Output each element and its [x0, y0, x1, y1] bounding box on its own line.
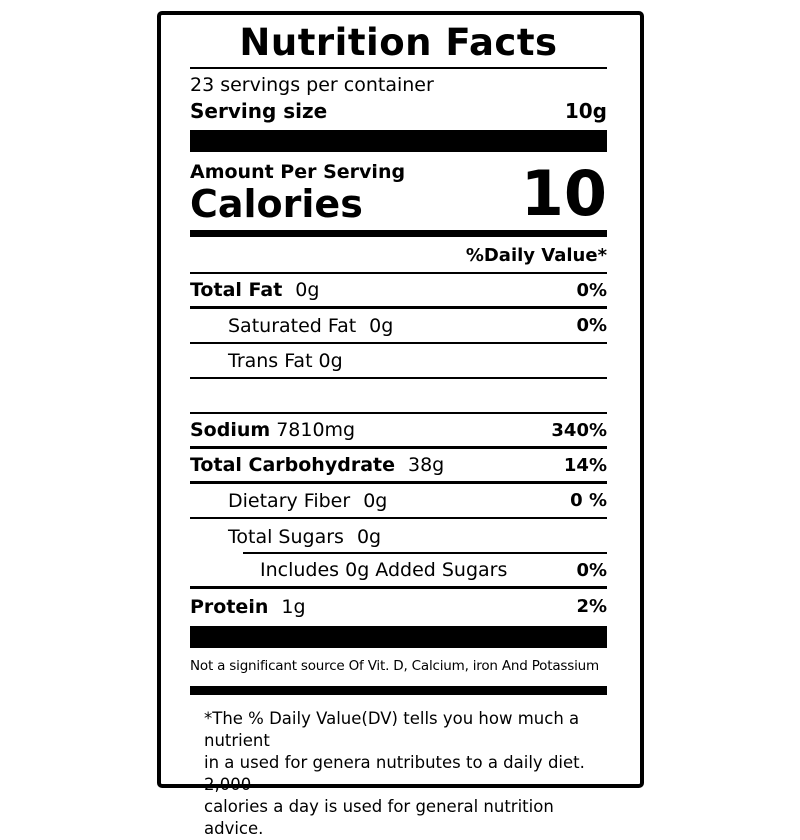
- footnote-line-2: in a used for genera nutributes to a dai…: [204, 753, 585, 795]
- row-left: Saturated Fat 0g: [190, 315, 393, 337]
- row-left: Total Sugars 0g: [190, 526, 381, 548]
- nutrient-dv: 0%: [576, 279, 607, 301]
- nutrient-amount: 0g: [295, 279, 320, 302]
- nutrient-amount: 0g: [318, 349, 343, 372]
- row-dietary-fiber: Dietary Fiber 0g 0 %: [190, 484, 607, 520]
- daily-value-footnote: *The % Daily Value(DV) tells you how muc…: [190, 708, 607, 840]
- footnote-line-1: *The % Daily Value(DV) tells you how muc…: [204, 709, 580, 751]
- row-protein: Protein 1g 2%: [190, 589, 607, 624]
- nutrient-dv: 0%: [576, 315, 607, 337]
- row-added-sugars: Includes 0g Added Sugars 0%: [190, 554, 607, 590]
- nutrient-amount: 0g: [356, 525, 382, 548]
- divider-bar-medium: [190, 230, 607, 238]
- row-empty: [190, 379, 607, 415]
- calories-label: Calories: [190, 181, 363, 226]
- row-left: Protein 1g: [190, 596, 306, 618]
- row-total-fat: Total Fat 0g 0%: [190, 274, 607, 310]
- nutrient-name: Dietary Fiber: [228, 489, 351, 512]
- nutrient-dv: 0%: [576, 559, 607, 581]
- serving-size-label: Serving size: [190, 98, 328, 123]
- row-saturated-fat: Saturated Fat 0g 0%: [190, 309, 607, 345]
- not-significant-note: Not a significant source Of Vit. D, Calc…: [190, 658, 599, 675]
- calories-value: 10: [520, 156, 607, 230]
- nutrient-amount: 0g: [369, 314, 394, 337]
- label-title: Nutrition Facts: [190, 22, 607, 69]
- nutrient-name: Includes 0g Added Sugars: [260, 559, 508, 582]
- footnote-line-3: calories a day is used for general nutri…: [204, 797, 554, 839]
- row-total-sugars: Total Sugars 0g: [190, 519, 607, 555]
- row-sodium: Sodium 7810mg 340%: [190, 414, 607, 450]
- row-left: Sodium 7810mg: [190, 419, 355, 441]
- row-trans-fat: Trans Fat 0g: [190, 344, 607, 380]
- nutrient-name: Total Carbohydrate: [190, 454, 395, 477]
- divider-bar-thick-bottom: [190, 626, 607, 649]
- nutrition-facts-label: Nutrition Facts 23 servings per containe…: [157, 11, 644, 838]
- nutrient-amount: 1g: [281, 595, 306, 618]
- nutrient-name: Protein: [190, 595, 269, 618]
- divider-bar-thick-top: [190, 129, 607, 152]
- serving-size-row: Serving size 10g: [190, 99, 607, 123]
- row-left: Includes 0g Added Sugars: [190, 559, 507, 581]
- nutrient-dv: 0 %: [570, 490, 607, 512]
- calories-block: Amount Per Serving Calories 10: [190, 161, 607, 227]
- row-left: Total Fat 0g: [190, 279, 319, 301]
- row-left: Total Carbohydrate 38g: [190, 454, 444, 476]
- nutrient-amount: 7810mg: [276, 419, 356, 442]
- nutrient-amount: 38g: [407, 454, 445, 477]
- nutrient-dv: 14%: [563, 454, 607, 476]
- amount-per-serving-label: Amount Per Serving: [190, 160, 406, 183]
- nutrient-amount: 0g: [363, 489, 388, 512]
- nutrient-name: Sodium: [190, 419, 271, 442]
- serving-size-value: 10g: [564, 98, 607, 123]
- nutrient-name: Saturated Fat: [228, 314, 357, 337]
- row-total-carbohydrate: Total Carbohydrate 38g 14%: [190, 449, 607, 485]
- nutrient-dv: 2%: [576, 596, 607, 618]
- row-left: Dietary Fiber 0g: [190, 490, 387, 512]
- calories-left: Amount Per Serving Calories: [190, 161, 405, 227]
- nutrient-name: Total Sugars: [228, 525, 344, 548]
- daily-value-header: %Daily Value*: [190, 237, 607, 275]
- nutrient-name: Trans Fat: [228, 349, 313, 372]
- nutrient-name: Total Fat: [190, 279, 283, 302]
- servings-per-container: 23 servings per container: [190, 73, 434, 96]
- row-left: Trans Fat 0g: [190, 350, 343, 372]
- divider-bar-footnote: [190, 686, 607, 696]
- nutrient-dv: 340%: [551, 419, 607, 441]
